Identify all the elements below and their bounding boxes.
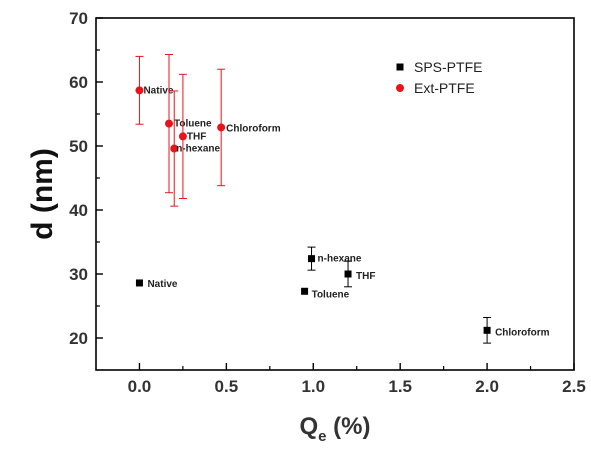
x-tick-label: 2.5 [562,377,586,396]
y-tick-label: 50 [69,137,88,156]
data-label: THF [187,131,206,142]
data-point [308,255,316,263]
data-label: Chloroform [495,327,550,338]
legend-label: Ext-PTFE [414,80,475,96]
x-axis-label: Qe (%) [299,413,370,445]
data-label: Native [143,85,173,96]
x-tick-label: 1.5 [388,377,412,396]
data-label: Toluene [312,289,350,300]
data-point [301,287,309,295]
x-axis-label-subscript: e [318,428,326,445]
legend-label: SPS-PTFE [414,59,482,75]
data-label: Chloroform [226,123,281,134]
legend: SPS-PTFE Ext-PTFE [396,59,482,96]
series-layer: NativeToluenen-hexaneTHFChloroformNative… [135,53,550,344]
series-sps-ptfe: Native Toluene n-hexane THF Chloroform [135,246,550,344]
y-axis-label: d (nm) [26,148,59,240]
series-ext-ptfe: Native Toluene n-hexane THF Chloroform [135,53,281,207]
data-point [135,86,144,95]
data-point [483,326,491,334]
data-label: Native [147,279,177,290]
y-tick-label: 60 [69,73,88,92]
data-point [217,123,226,132]
x-axis-label-unit: (%) [327,413,371,440]
x-axis-label-main: Q [299,413,318,440]
data-point [165,119,174,128]
data-label: THF [356,271,375,282]
data-point [344,270,352,278]
data-point [170,144,179,153]
y-tick-label: 20 [69,329,88,348]
data-label: Toluene [174,119,212,130]
data-point [135,279,143,287]
legend-marker [396,63,404,71]
x-tick-label: 0.0 [128,377,152,396]
x-tick-label: 2.0 [475,377,499,396]
x-tick-label: 0.5 [215,377,239,396]
data-point [178,132,187,141]
data-label: n-hexane [176,144,220,155]
legend-marker [396,84,404,92]
data-label: n-hexane [318,254,362,265]
y-tick-label: 70 [69,9,88,28]
y-tick-labels: 20 30 40 50 60 70 [69,9,88,348]
y-tick-label: 40 [69,201,88,220]
x-tick-label: 1.0 [301,377,325,396]
x-tick-labels: 0.0 0.5 1.0 1.5 2.0 2.5 [128,377,586,396]
y-tick-label: 30 [69,265,88,284]
axis-ticks [96,17,575,370]
plot-frame [95,17,575,371]
